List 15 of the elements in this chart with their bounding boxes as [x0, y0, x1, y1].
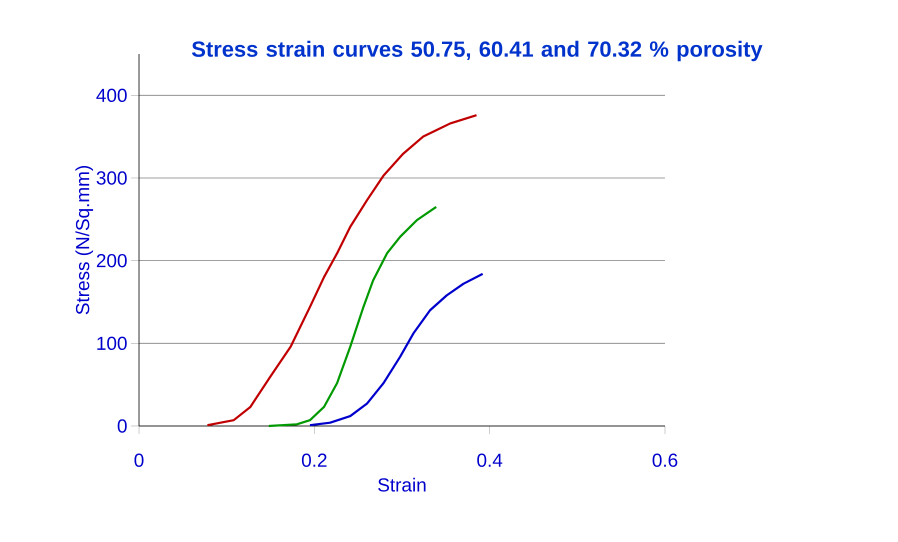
x-tick-label: 0 [134, 454, 144, 467]
y-tick-label: 0 [118, 419, 127, 433]
line-series [308, 272, 484, 426]
y-tick-label: 300 [96, 171, 127, 185]
x-tick-label: 0.2 [302, 454, 327, 467]
chart-title: Stress strain curves 50.75, 60.41 and 70.32 % porosity [192, 40, 763, 62]
x-axis-title: Strain [378, 478, 426, 492]
y-tick-label: 100 [97, 336, 127, 350]
y-tick-label: 200 [96, 254, 127, 268]
y-tick-label: 400 [96, 88, 127, 102]
line-series [268, 206, 438, 428]
line-series [206, 114, 478, 426]
y-axis-title: Stress (N/Sq.mm) [75, 166, 94, 314]
x-tick-label: 0.4 [477, 454, 502, 467]
x-tick-label: 0.6 [652, 454, 678, 467]
